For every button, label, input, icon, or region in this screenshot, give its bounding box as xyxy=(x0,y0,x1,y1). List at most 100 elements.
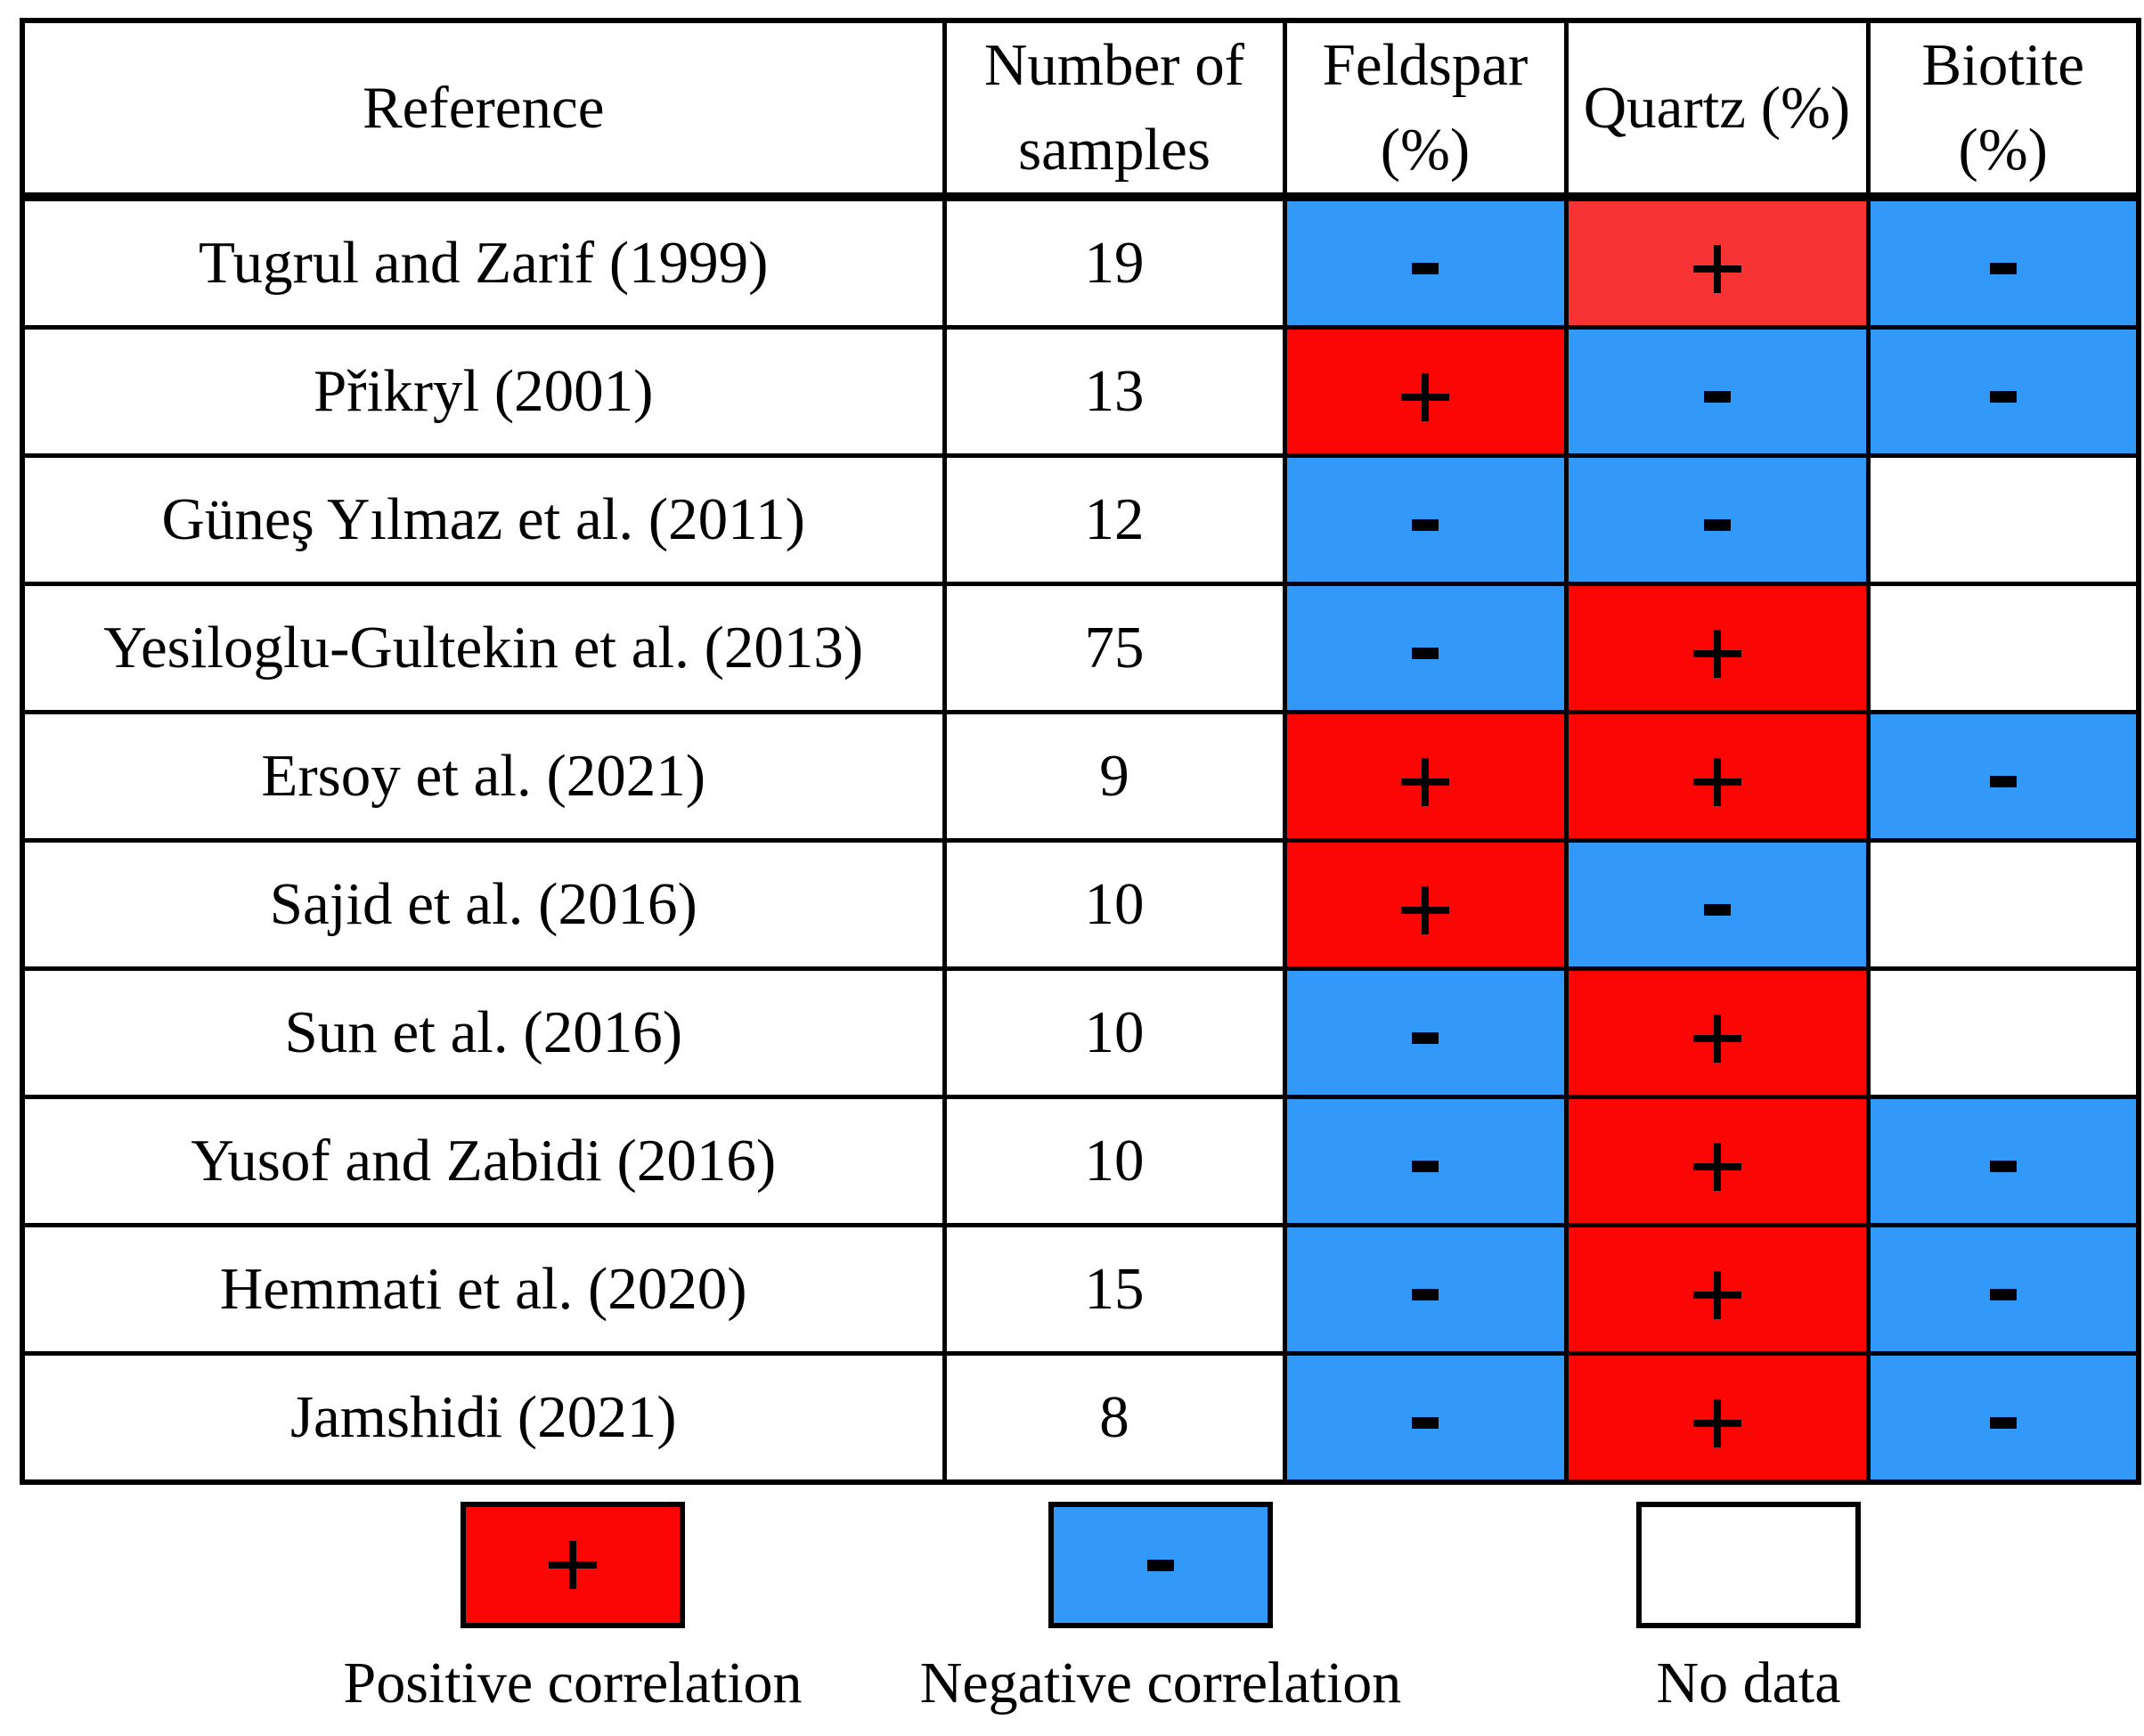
table-row: Hemmati et al. (2020) 15 xyxy=(20,1223,2141,1357)
quartz-cell xyxy=(1563,1095,1871,1228)
minus-icon xyxy=(1412,1417,1439,1430)
quartz-cell xyxy=(1563,453,1871,587)
minus-icon xyxy=(1989,776,2017,788)
plus-icon xyxy=(1401,886,1449,934)
biotite-cell xyxy=(1865,325,2141,459)
plus-icon xyxy=(1693,630,1741,678)
quartz-cell xyxy=(1563,966,1871,1100)
samples-cell: 12 xyxy=(942,453,1287,587)
biotite-cell xyxy=(1865,838,2141,972)
minus-icon xyxy=(1703,519,1731,532)
table-row: Yusof and Zabidi (2016) 10 xyxy=(20,1095,2141,1228)
plus-icon xyxy=(1401,373,1449,421)
feldspar-cell xyxy=(1282,710,1569,844)
table-row: Güneş Yılmaz et al. (2011) 12 xyxy=(20,453,2141,587)
plus-icon xyxy=(1693,758,1741,806)
samples-cell: 9 xyxy=(942,710,1287,844)
legend-swatch-0 xyxy=(461,1502,685,1628)
biotite-cell xyxy=(1865,582,2141,715)
plus-icon xyxy=(549,1541,597,1589)
quartz-cell xyxy=(1563,194,1871,330)
biotite-cell xyxy=(1865,1223,2141,1357)
legend-label-0: Positive correlation xyxy=(343,1650,803,1716)
minus-icon xyxy=(1412,519,1439,532)
legend-label-2: No data xyxy=(1656,1650,1841,1716)
plus-icon xyxy=(1693,245,1741,293)
feldspar-cell xyxy=(1282,194,1569,330)
reference-cell: Yesiloglu-Gultekin et al. (2013) xyxy=(20,582,947,715)
plus-icon xyxy=(1693,1015,1741,1063)
quartz-cell xyxy=(1563,582,1871,715)
samples-cell: 15 xyxy=(942,1223,1287,1357)
table-body: Tugrul and Zarif (1999) 19 Přikryl (2001) 1… xyxy=(20,194,2141,1485)
minus-icon xyxy=(1989,391,2017,403)
samples-cell: 13 xyxy=(942,325,1287,459)
minus-icon xyxy=(1989,263,2017,275)
minus-icon xyxy=(1147,1559,1174,1571)
reference-cell: Yusof and Zabidi (2016) xyxy=(20,1095,947,1228)
biotite-cell xyxy=(1865,1351,2141,1485)
quartz-cell xyxy=(1563,325,1871,459)
feldspar-cell xyxy=(1282,1095,1569,1228)
legend-item-1: Negative correlation xyxy=(920,1502,1401,1717)
column-header-1: Number of samples xyxy=(942,18,1287,202)
table-row: Tugrul and Zarif (1999) 19 xyxy=(20,194,2141,330)
reference-cell: Sajid et al. (2016) xyxy=(20,838,947,972)
feldspar-cell xyxy=(1282,582,1569,715)
reference-cell: Güneş Yılmaz et al. (2011) xyxy=(20,453,947,587)
table-row: Přikryl (2001) 13 xyxy=(20,325,2141,459)
column-header-0: Reference xyxy=(20,18,947,202)
table-row: Jamshidi (2021) 8 xyxy=(20,1351,2141,1485)
minus-icon xyxy=(1989,1289,2017,1301)
reference-cell: Jamshidi (2021) xyxy=(20,1351,947,1485)
reference-cell: Hemmati et al. (2020) xyxy=(20,1223,947,1357)
table-row: Yesiloglu-Gultekin et al. (2013) 75 xyxy=(20,582,2141,715)
reference-cell: Ersoy et al. (2021) xyxy=(20,710,947,844)
biotite-cell xyxy=(1865,710,2141,844)
feldspar-cell xyxy=(1282,838,1569,972)
quartz-cell xyxy=(1563,710,1871,844)
plus-icon xyxy=(1693,1143,1741,1191)
reference-cell: Tugrul and Zarif (1999) xyxy=(20,194,947,330)
reference-cell: Přikryl (2001) xyxy=(20,325,947,459)
reference-cell: Sun et al. (2016) xyxy=(20,966,947,1100)
table-row: Sajid et al. (2016) 10 xyxy=(20,838,2141,972)
samples-cell: 10 xyxy=(942,838,1287,972)
legend-item-0: Positive correlation xyxy=(343,1502,803,1717)
biotite-cell xyxy=(1865,194,2141,330)
feldspar-cell xyxy=(1282,1351,1569,1485)
feldspar-cell xyxy=(1282,453,1569,587)
minus-icon xyxy=(1412,263,1439,275)
plus-icon xyxy=(1693,1271,1741,1319)
minus-icon xyxy=(1412,1161,1439,1173)
plus-icon xyxy=(1401,758,1449,806)
column-header-2: Feldspar (%) xyxy=(1282,18,1569,202)
correlation-table: Reference Number of samples Feldspar (%) Qu… xyxy=(20,18,2141,1486)
feldspar-cell xyxy=(1282,325,1569,459)
table-row: Sun et al. (2016) 10 xyxy=(20,966,2141,1100)
column-header-3: Quartz (%) xyxy=(1563,18,1871,202)
samples-cell: 8 xyxy=(942,1351,1287,1485)
column-header-4: Biotite (%) xyxy=(1865,18,2141,202)
quartz-cell xyxy=(1563,1351,1871,1485)
feldspar-cell xyxy=(1282,1223,1569,1357)
legend-swatch-1 xyxy=(1048,1502,1273,1628)
biotite-cell xyxy=(1865,453,2141,587)
minus-icon xyxy=(1989,1417,2017,1430)
quartz-cell xyxy=(1563,838,1871,972)
minus-icon xyxy=(1703,391,1731,403)
minus-icon xyxy=(1412,1289,1439,1301)
biotite-cell xyxy=(1865,1095,2141,1228)
legend-swatch-2 xyxy=(1636,1502,1861,1628)
legend-item-2: No data xyxy=(1526,1502,1971,1717)
plus-icon xyxy=(1693,1399,1741,1447)
minus-icon xyxy=(1989,1161,2017,1173)
quartz-cell xyxy=(1563,1223,1871,1357)
samples-cell: 75 xyxy=(942,582,1287,715)
header-row: Reference Number of samples Feldspar (%) Qu… xyxy=(20,18,2141,202)
biotite-cell xyxy=(1865,966,2141,1100)
minus-icon xyxy=(1412,648,1439,660)
minus-icon xyxy=(1412,1032,1439,1045)
table-row: Ersoy et al. (2021) 9 xyxy=(20,710,2141,844)
